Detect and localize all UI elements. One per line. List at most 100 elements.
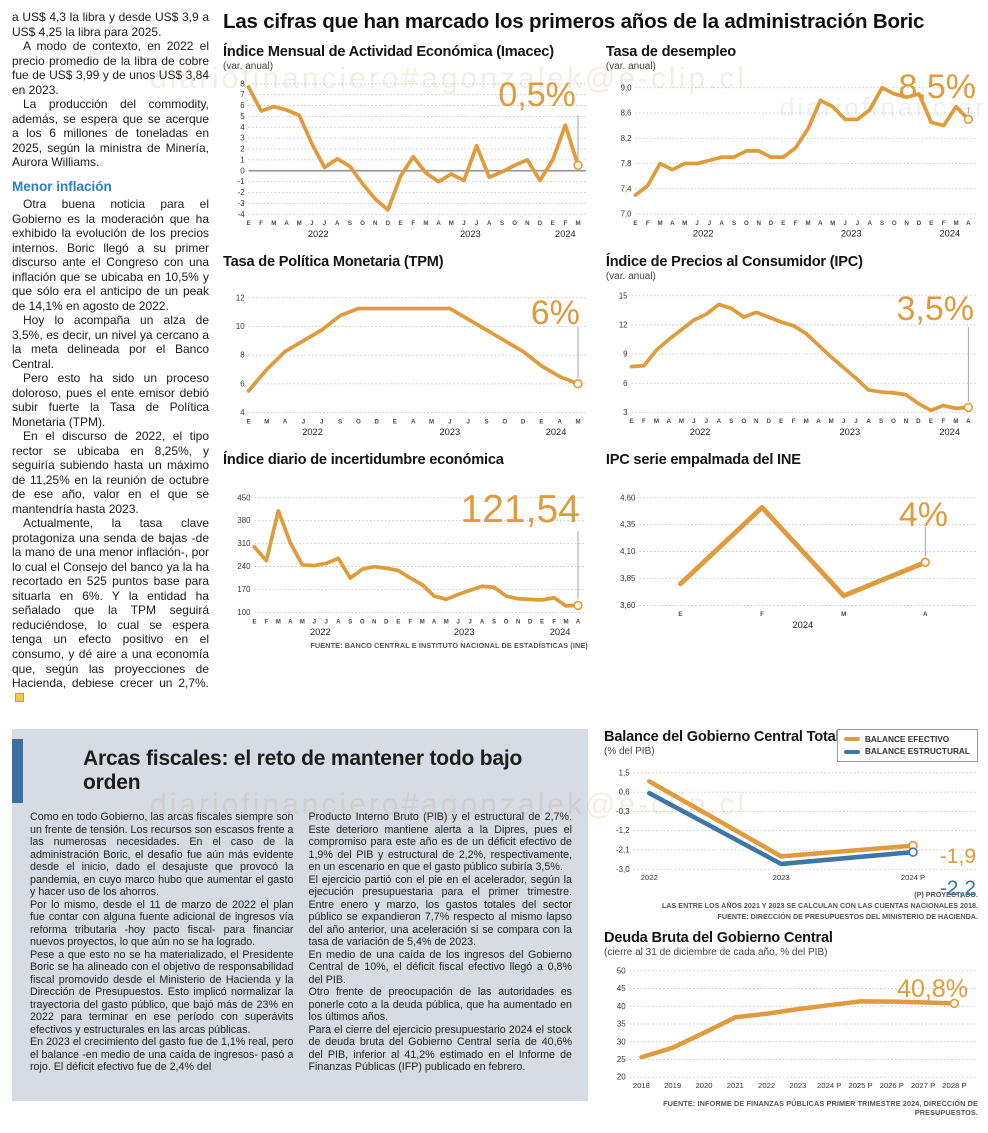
left-text-column: a US$ 4,3 la libra y desde US$ 3,9 a US$… <box>12 6 209 705</box>
svg-text:4: 4 <box>240 408 245 417</box>
highlight-value: 40,8% <box>897 975 968 1004</box>
svg-text:2026 P: 2026 P <box>880 1081 904 1090</box>
svg-text:S: S <box>492 618 496 625</box>
svg-text:2024: 2024 <box>939 427 960 437</box>
svg-text:310: 310 <box>237 539 251 548</box>
svg-text:A: A <box>716 418 721 425</box>
svg-text:S: S <box>348 220 352 227</box>
chart-ipc-serie-ine: IPC serie empalmada del INE 4,60 4,35 4,10… <box>606 452 978 650</box>
chart-title: Balance del Gobierno Central Total <box>604 729 840 746</box>
legend-swatch-orange <box>843 737 860 742</box>
svg-text:2025 P: 2025 P <box>848 1081 872 1090</box>
chart-balance: Balance del Gobierno Central Total (% de… <box>604 729 978 922</box>
svg-text:M: M <box>300 618 305 625</box>
paragraph: Hoy lo acompaña un alza de 3,5%, es deci… <box>12 313 209 371</box>
svg-text:J: J <box>323 220 326 227</box>
highlight-value: 121,54 <box>460 487 580 531</box>
highlight-value: 6% <box>530 293 580 332</box>
svg-text:F: F <box>411 220 415 227</box>
svg-text:E: E <box>393 418 397 425</box>
svg-text:2022: 2022 <box>693 229 714 239</box>
svg-text:8: 8 <box>240 79 245 88</box>
svg-text:2024: 2024 <box>546 427 567 437</box>
highlight-value: 8,5% <box>898 68 977 106</box>
svg-text:2024: 2024 <box>555 229 576 239</box>
svg-text:M: M <box>953 220 958 227</box>
article-column-2: Producto Interno Bruto (PIB) y el estruc… <box>309 811 573 1074</box>
svg-text:E: E <box>252 618 256 625</box>
chart-legend: BALANCE EFECTIVO BALANCE ESTRUCTURAL <box>836 729 978 762</box>
svg-text:M: M <box>563 618 568 625</box>
svg-text:J: J <box>842 418 845 425</box>
svg-text:35: 35 <box>617 1020 626 1029</box>
svg-text:45: 45 <box>617 984 626 993</box>
svg-text:-3,0: -3,0 <box>616 865 630 874</box>
paragraph: En medio de una caída de los ingresos de… <box>308 948 573 986</box>
chart-subtitle: (cierre al 31 de diciembre de cada año, … <box>604 947 828 959</box>
chart-notes: (P) PROYECTADO. LAS ENTRE LOS AÑOS 2021 … <box>661 889 978 921</box>
svg-text:E: E <box>551 220 555 227</box>
top-section: a US$ 4,3 la libra y desde US$ 3,9 a US$… <box>12 6 978 705</box>
svg-text:S: S <box>732 220 736 227</box>
svg-text:2: 2 <box>240 145 244 154</box>
paragraph: Para el cierre del ejercicio presupuesta… <box>308 1023 573 1074</box>
chart-title: Índice Mensual de Actividad Económica (I… <box>223 44 554 60</box>
chart-subtitle: (var. anual) <box>605 270 656 282</box>
svg-text:J: J <box>310 220 313 227</box>
svg-text:M: M <box>271 220 276 227</box>
svg-text:S: S <box>879 418 883 425</box>
svg-text:1,5: 1,5 <box>619 768 631 777</box>
svg-text:A: A <box>818 220 823 227</box>
svg-text:D: D <box>528 618 533 625</box>
svg-text:2022: 2022 <box>690 427 711 437</box>
svg-text:F: F <box>941 418 945 425</box>
svg-text:S: S <box>348 618 352 625</box>
svg-text:2023: 2023 <box>454 627 475 637</box>
svg-text:J: J <box>313 618 316 625</box>
svg-text:0,6: 0,6 <box>619 788 631 797</box>
chart-subtitle: (var. anual) <box>605 61 656 72</box>
svg-text:5: 5 <box>240 112 245 121</box>
svg-text:D: D <box>386 220 391 227</box>
svg-text:-0,3: -0,3 <box>616 807 630 816</box>
svg-text:12: 12 <box>236 293 245 302</box>
chart-subtitle: (% del PIB) <box>604 746 655 758</box>
chart-title: Tasa de Política Monetaria (TPM) <box>223 253 444 270</box>
svg-text:E: E <box>779 418 783 425</box>
paragraph: Pero esto ha sido un proceso doloroso, p… <box>12 371 209 429</box>
svg-text:-4: -4 <box>238 210 246 219</box>
svg-text:O: O <box>502 418 507 425</box>
svg-text:E: E <box>929 418 933 425</box>
svg-text:M: M <box>420 618 425 625</box>
svg-text:A: A <box>867 220 872 227</box>
svg-text:E: E <box>246 418 250 425</box>
svg-text:E: E <box>399 220 403 227</box>
svg-text:A: A <box>816 418 821 425</box>
svg-text:A: A <box>432 618 437 625</box>
paragraph: Otro frente de preocupación de las autor… <box>308 986 573 1024</box>
article-box: Arcas fiscales: el reto de mantener todo… <box>12 729 588 1102</box>
bottom-charts: Balance del Gobierno Central Total (% de… <box>604 729 978 1117</box>
chart-desempleo: Tasa de desempleo (var. anual) 9,0 8,6 8,2… <box>606 44 978 241</box>
highlight-value: 0,5% <box>498 76 576 114</box>
svg-text:J: J <box>856 220 859 227</box>
paragraph: La producción del commodity, además, se … <box>12 97 209 170</box>
svg-text:2023: 2023 <box>460 229 481 239</box>
svg-text:6: 6 <box>240 101 245 110</box>
svg-text:M: M <box>575 418 580 425</box>
chart-deuda: Deuda Bruta del Gobierno Central (cierre… <box>604 930 978 1117</box>
svg-text:450: 450 <box>237 493 251 502</box>
svg-text:3: 3 <box>623 408 628 417</box>
svg-text:N: N <box>756 220 761 227</box>
svg-text:7,0: 7,0 <box>620 210 632 219</box>
svg-text:A: A <box>411 418 416 425</box>
svg-text:40: 40 <box>617 1002 626 1011</box>
svg-text:4,35: 4,35 <box>620 520 636 529</box>
chart-incertidumbre: Índice diario de incertidumbre económica… <box>223 452 588 650</box>
chart-title: IPC serie empalmada del INE <box>605 451 801 468</box>
svg-text:A: A <box>288 618 293 625</box>
end-label-estructural: -2,2 <box>939 877 976 901</box>
svg-text:3,85: 3,85 <box>620 574 636 583</box>
svg-text:M: M <box>449 220 454 227</box>
svg-text:4,10: 4,10 <box>620 547 636 556</box>
